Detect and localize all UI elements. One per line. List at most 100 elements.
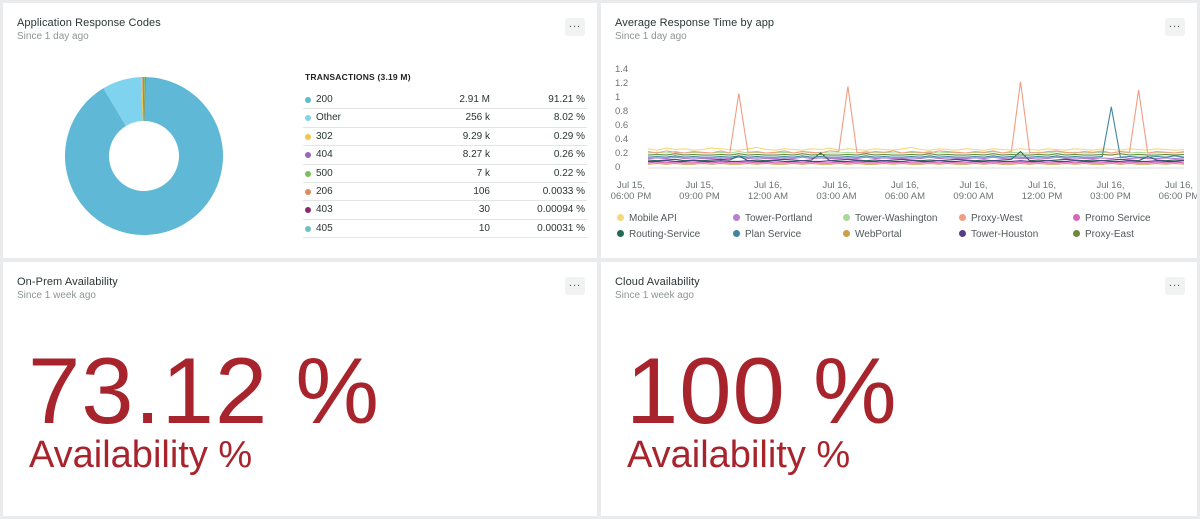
widget-subtitle: Since 1 week ago bbox=[615, 290, 694, 301]
response-code-label: 500 bbox=[316, 167, 333, 179]
y-tick-label: 1 bbox=[615, 92, 620, 103]
legend-item[interactable]: Proxy-East bbox=[1073, 229, 1134, 240]
more-options-button[interactable]: ... bbox=[565, 277, 585, 295]
x-tick-label: Jul 16, bbox=[1165, 180, 1193, 191]
legend-dot-icon bbox=[305, 152, 311, 159]
x-tick-label: 12:00 PM bbox=[1022, 191, 1063, 202]
series-line-tower-portland[interactable] bbox=[647, 156, 1185, 160]
legend-dot-icon bbox=[959, 214, 966, 221]
series-line-proxy-west[interactable] bbox=[647, 81, 1185, 154]
response-code-count: 2.91 M bbox=[459, 94, 490, 105]
widget-subtitle: Since 1 week ago bbox=[17, 290, 96, 301]
x-tick-label: Jul 16, bbox=[960, 180, 988, 191]
table-row[interactable]: 302 9.29 k 0.29 % bbox=[303, 128, 587, 147]
legend-dot-icon bbox=[617, 214, 624, 221]
legend-dot-icon bbox=[305, 188, 311, 195]
y-tick-label: 0.8 bbox=[615, 106, 628, 117]
table-row[interactable]: 500 7 k 0.22 % bbox=[303, 165, 587, 183]
table-row[interactable]: 405 10 0.00031 % bbox=[303, 220, 587, 239]
series-line-tower-houston[interactable] bbox=[648, 160, 1185, 162]
donut-slice-405[interactable] bbox=[144, 77, 146, 122]
legend-label: Plan Service bbox=[745, 229, 802, 240]
response-code-count: 8.27 k bbox=[462, 149, 490, 161]
legend-item[interactable]: Plan Service bbox=[733, 229, 801, 240]
table-row[interactable]: 404 8.27 k 0.26 % bbox=[303, 146, 587, 165]
response-code-percent: 0.00094 % bbox=[537, 204, 585, 216]
donut-slice-403[interactable] bbox=[144, 77, 146, 122]
series-line-webportal[interactable] bbox=[647, 162, 1185, 165]
donut-slice-302[interactable] bbox=[141, 77, 144, 122]
donut-slice-500[interactable] bbox=[143, 77, 145, 122]
y-tick-label: 0.4 bbox=[615, 134, 628, 145]
legend-item[interactable]: Routing-Service bbox=[617, 229, 700, 240]
response-code-label: 403 bbox=[316, 204, 333, 216]
x-tick-label: 06:00 PM bbox=[1159, 191, 1197, 202]
x-tick-label: Jul 16, bbox=[1097, 180, 1125, 191]
table-row[interactable]: Other 256 k 8.02 % bbox=[303, 109, 587, 128]
widget-subtitle: Since 1 day ago bbox=[17, 31, 89, 42]
response-code-count: 106 bbox=[473, 185, 490, 197]
response-code-label: Other bbox=[316, 112, 342, 124]
availability-value: 73.12 % bbox=[28, 338, 380, 443]
legend-dot-icon bbox=[959, 230, 966, 237]
donut-slice-404[interactable] bbox=[142, 77, 144, 122]
availability-label: Availability % bbox=[29, 434, 253, 476]
donut-slice-other[interactable] bbox=[103, 77, 143, 126]
series-line-plan-service[interactable] bbox=[647, 106, 1185, 158]
legend-dot-icon bbox=[1073, 230, 1080, 237]
x-tick-label: 12:00 AM bbox=[748, 191, 788, 202]
x-tick-label: Jul 16, bbox=[891, 180, 919, 191]
transactions-header: TRANSACTIONS (3.19 M) bbox=[305, 72, 411, 82]
x-tick-label: 09:00 AM bbox=[953, 191, 993, 202]
table-row[interactable]: 200 2.91 M 91.21 % bbox=[303, 91, 587, 110]
x-tick-label: Jul 16, bbox=[1028, 180, 1056, 191]
widget-title: Average Response Time by app bbox=[615, 17, 775, 29]
y-tick-label: 1.4 bbox=[615, 64, 628, 75]
x-tick-label: Jul 15, bbox=[686, 180, 714, 191]
widget-title: On-Prem Availability bbox=[17, 276, 118, 288]
series-line-mobile-api[interactable] bbox=[647, 146, 1185, 151]
response-code-label: 404 bbox=[316, 149, 333, 161]
availability-value: 100 % bbox=[626, 338, 898, 443]
legend-dot-icon bbox=[733, 214, 740, 221]
legend-item[interactable]: Proxy-West bbox=[959, 213, 1023, 224]
more-options-button[interactable]: ... bbox=[1165, 277, 1185, 295]
response-code-percent: 0.26 % bbox=[553, 149, 585, 161]
legend-dot-icon bbox=[305, 115, 311, 122]
response-code-percent: 91.21 % bbox=[548, 94, 585, 105]
response-code-table: 200 2.91 M 91.21 % Other 256 k 8.02 % 302 9.29 … bbox=[303, 91, 587, 239]
legend-item[interactable]: Tower-Houston bbox=[959, 229, 1038, 240]
legend-item[interactable]: Mobile API bbox=[617, 213, 677, 224]
y-tick-label: 0.2 bbox=[615, 148, 628, 159]
legend-label: Tower-Houston bbox=[971, 229, 1039, 240]
legend-dot-icon bbox=[305, 97, 311, 103]
donut-slice-200[interactable] bbox=[65, 77, 223, 235]
response-code-percent: 0.0033 % bbox=[542, 185, 585, 197]
legend-item[interactable]: Tower-Portland bbox=[733, 213, 812, 224]
table-row[interactable]: 403 30 0.00094 % bbox=[303, 201, 587, 220]
response-code-label: 206 bbox=[316, 185, 333, 197]
legend-dot-icon bbox=[843, 214, 850, 221]
donut-slice-206[interactable] bbox=[144, 77, 146, 122]
legend-label: Routing-Service bbox=[629, 229, 701, 240]
table-row[interactable]: 206 106 0.0033 % bbox=[303, 183, 587, 202]
x-tick-label: 06:00 AM bbox=[885, 191, 925, 202]
legend-dot-icon bbox=[617, 230, 624, 237]
legend-item[interactable]: Tower-Washington bbox=[843, 213, 937, 224]
response-code-label: 405 bbox=[316, 222, 333, 234]
response-code-label: 302 bbox=[316, 130, 333, 142]
legend-item[interactable]: WebPortal bbox=[843, 229, 902, 240]
widget-cloud-availability: Cloud Availability Since 1 week ago ... … bbox=[601, 262, 1197, 516]
x-tick-label: Jul 15, bbox=[617, 180, 645, 191]
more-options-button[interactable]: ... bbox=[565, 18, 585, 36]
more-options-button[interactable]: ... bbox=[1165, 18, 1185, 36]
y-tick-label: 0 bbox=[615, 162, 620, 173]
series-line-tower-washington[interactable] bbox=[647, 151, 1185, 154]
series-line-promo-service[interactable] bbox=[647, 161, 1185, 164]
legend-item[interactable]: Promo Service bbox=[1073, 213, 1151, 224]
legend-dot-icon bbox=[305, 170, 311, 177]
series-line-proxy-east[interactable] bbox=[647, 153, 1185, 156]
donut-chart[interactable] bbox=[61, 73, 227, 239]
legend-label: Mobile API bbox=[629, 213, 677, 224]
